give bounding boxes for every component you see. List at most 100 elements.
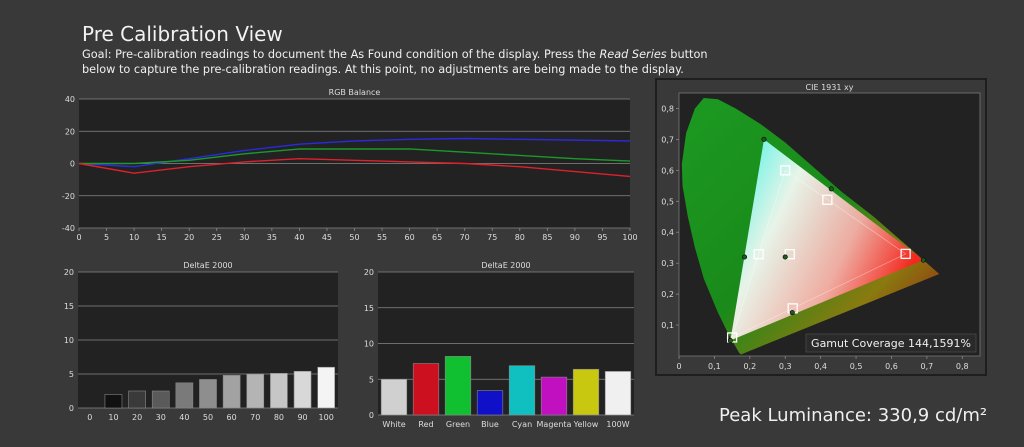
deltae-colors-bar-100w <box>604 371 632 416</box>
deltae-colors-x-tick-label: Magenta <box>537 420 572 429</box>
cie-x-tick-label: 0 <box>676 362 681 371</box>
deltae-grayscale-bar-80 <box>270 373 288 409</box>
read-series-reference: Read Series <box>599 48 667 61</box>
rgb-x-tick-label: 15 <box>157 233 167 242</box>
rgb-x-tick-label: 80 <box>515 233 525 242</box>
deltae-colors-y-tick-label: 10 <box>364 340 374 349</box>
deltae-grayscale-bar-40 <box>175 382 194 409</box>
deltae-grayscale-bar-group <box>246 373 265 409</box>
deltae-grayscale-y-tick-label: 15 <box>64 302 74 311</box>
deltae-grayscale-title: DeltaE 2000 <box>183 261 232 270</box>
deltae-colors-bar-group <box>412 363 440 416</box>
cie-target-marker-1 <box>780 165 791 176</box>
cie-target-marker-6 <box>784 249 795 260</box>
deltae-colors-bar-green <box>444 356 472 416</box>
deltae-colors-x-tick-label: Blue <box>481 420 499 429</box>
deltae-grayscale-x-tick-label: 20 <box>132 413 142 422</box>
deltae-grayscale-x-tick-label: 0 <box>87 413 92 422</box>
rgb-balance-title: RGB Balance <box>329 88 381 97</box>
deltae-colors-bar-group <box>508 365 536 416</box>
rgb-x-tick-label: 20 <box>184 233 194 242</box>
rgb-x-tick-label: 75 <box>487 233 497 242</box>
goal-description: Goal: Pre-calibration readings to docume… <box>82 47 722 77</box>
deltae-grayscale-x-tick-label: 100 <box>319 413 334 422</box>
deltae-grayscale-x-tick-label: 60 <box>227 413 237 422</box>
deltae-grayscale-y-tick-label: 5 <box>69 370 74 379</box>
deltae-grayscale-x-tick-label: 70 <box>250 413 260 422</box>
deltae-colors-bar-group <box>444 356 472 416</box>
gamut-coverage-label: Gamut Coverage 144,1591% <box>811 337 971 350</box>
deltae-grayscale-y-tick-label: 0 <box>69 404 74 413</box>
deltae-grayscale-bar-60 <box>222 375 241 409</box>
cie-x-tick-label: 0,8 <box>956 362 969 371</box>
deltae-grayscale-bar-group <box>293 370 312 409</box>
rgb-x-tick-label: 35 <box>267 233 277 242</box>
peak-luminance: Peak Luminance: 330,9 cd/m² <box>719 405 988 426</box>
deltae-grayscale-bar-100 <box>317 366 335 409</box>
cie-panel-frame <box>655 78 987 376</box>
rgb-x-tick-label: 60 <box>405 233 415 242</box>
deltae-grayscale-x-tick-label: 80 <box>274 413 284 422</box>
cie-x-tick-label: 0,5 <box>850 362 863 371</box>
deltae-colors-bar-group <box>540 376 568 416</box>
deltae-grayscale-x-tick-label: 90 <box>297 413 307 422</box>
deltae-colors-x-tick-label: Cyan <box>512 420 532 429</box>
deltae-colors-bar-red <box>412 363 440 416</box>
cie-target-gamut <box>731 169 907 339</box>
cie-y-tick-label: 0,3 <box>661 259 674 268</box>
deltae-grayscale-bar-group <box>199 379 217 409</box>
deltae-grayscale-x-tick-label: 40 <box>179 413 189 422</box>
deltae-grayscale-y-tick-label: 20 <box>64 268 74 277</box>
rgb-y-tick-label: 20 <box>65 127 75 136</box>
rgb-y-tick-label: 40 <box>65 95 75 104</box>
deltae-grayscale-bar-group <box>128 390 146 409</box>
cie-target-marker-3 <box>753 249 764 260</box>
rgb-x-tick-label: 0 <box>76 233 81 242</box>
cie-x-tick-label: 0,4 <box>814 362 827 371</box>
rgb-x-tick-label: 5 <box>104 233 109 242</box>
deltae-grayscale-bar-group <box>270 373 288 409</box>
deltae-colors-x-tick-label: 100W <box>606 420 629 429</box>
deltae-colors-x-tick-label: Red <box>418 420 433 429</box>
rgb-series-line-1 <box>79 148 631 165</box>
deltae-colors-x-tick-label: Green <box>446 420 470 429</box>
rgb-x-tick-label: 65 <box>432 233 442 242</box>
cie-measured-gamut <box>730 139 924 341</box>
rgb-y-tick-label: 0 <box>70 160 75 169</box>
cie-target-marker-0 <box>900 248 911 260</box>
deltae-grayscale-bar-70 <box>246 373 265 409</box>
deltae-colors-y-tick-label: 0 <box>369 411 374 420</box>
cie-y-tick-label: 0,1 <box>661 321 674 330</box>
cie-x-tick-label: 0,3 <box>779 362 792 371</box>
rgb-x-tick-label: 30 <box>239 233 249 242</box>
rgb-x-tick-label: 45 <box>322 233 332 242</box>
rgb-y-tick-label: -20 <box>62 192 75 201</box>
cie-measured-point-0 <box>920 257 926 263</box>
cie-y-tick-label: 0,7 <box>661 135 674 144</box>
gamut-coverage-box <box>805 333 977 353</box>
deltae-colors-bar-yellow <box>572 368 600 416</box>
cie-y-tick-label: 0,6 <box>661 166 674 175</box>
rgb-y-tick-label: -40 <box>62 224 75 233</box>
deltae-grayscale-x-tick-label: 50 <box>203 413 213 422</box>
cie-measured-point-5 <box>828 186 834 192</box>
deltae-grayscale-x-tick-label: 10 <box>108 413 118 422</box>
cie-x-tick-label: 0,7 <box>921 362 934 371</box>
cie-measured-point-6 <box>782 254 788 260</box>
deltae-colors-x-tick-label: Yellow <box>573 420 599 429</box>
cie-x-tick-label: 0,2 <box>743 362 756 371</box>
goal-text-start: Goal: Pre-calibration readings to docume… <box>82 48 600 61</box>
deltae-grayscale-bar-group <box>175 382 194 409</box>
deltae-colors-y-tick-label: 20 <box>364 268 374 277</box>
rgb-x-tick-label: 70 <box>460 233 470 242</box>
deltae-colors-bar-cyan <box>508 365 536 416</box>
rgb-x-tick-label: 10 <box>129 233 139 242</box>
cie-measured-point-2 <box>727 338 733 344</box>
cie-measured-point-3 <box>742 254 748 260</box>
rgb-series-line-2 <box>78 157 631 178</box>
rgb-x-tick-label: 50 <box>349 233 359 242</box>
deltae-colors-y-tick-label: 5 <box>369 375 374 384</box>
cie-measured-point-4 <box>789 310 795 316</box>
rgb-x-tick-label: 85 <box>542 233 552 242</box>
